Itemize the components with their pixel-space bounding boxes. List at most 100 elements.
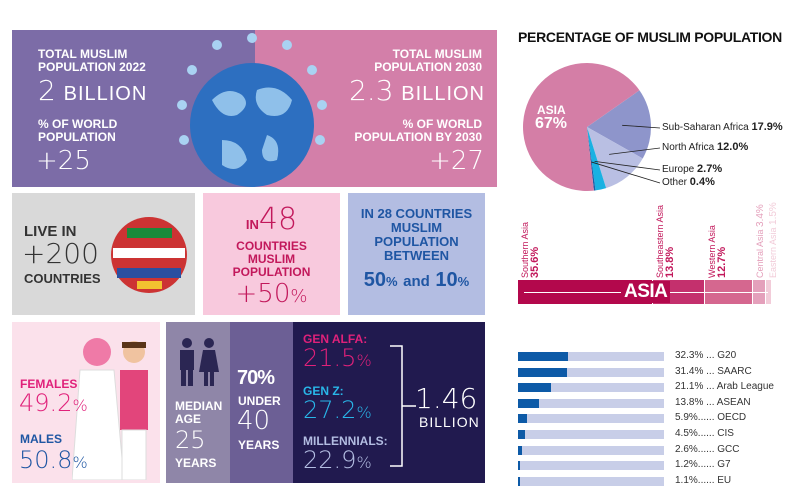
asia-segment-label: Southern Asia 35.6% <box>520 222 541 278</box>
group-label: 31.4% ... SAARC <box>675 366 752 377</box>
total-2030-unit: BILLION <box>401 83 485 105</box>
group-bar-track <box>518 383 664 393</box>
group-bar-fill <box>518 445 523 455</box>
pie-asia-value: 67% <box>535 115 568 132</box>
group-pct: 13.8% <box>675 396 704 408</box>
pct-value: +50 <box>235 279 291 309</box>
group-bar-track <box>518 476 664 486</box>
pie-slice-asia <box>523 62 640 191</box>
pct-sign: % <box>72 453 88 472</box>
pie-label-value: 17.9% <box>751 121 783 133</box>
countries-48-box: IN48 COUNTRIES MUSLIM POPULATION +50% <box>203 193 340 315</box>
millennials-label: MILLENNIALS: <box>303 434 388 448</box>
males-label: MALES <box>20 432 62 446</box>
under-40-unit: YEARS <box>238 438 280 452</box>
range-low: 50 <box>363 269 387 291</box>
pie-slice-north-africa <box>587 127 643 189</box>
group-name: G20 <box>717 350 737 361</box>
group-label: 32.3% ... G20 <box>675 350 736 361</box>
pct-sign: % <box>290 286 308 307</box>
group-bar-fill <box>518 352 568 361</box>
median-age-label: MEDIAN AGE <box>175 399 223 426</box>
males-number: 50.8 <box>19 446 73 474</box>
countries-48-pct: +50% <box>203 279 340 309</box>
total-2030-value: 2.3 BILLION <box>330 74 485 107</box>
group-name: EU <box>717 474 732 486</box>
under-40-pct: 70% <box>237 367 275 389</box>
group-pct: 4.5% <box>675 428 698 439</box>
pie-title: PERCENTAGE OF MUSLIM POPULATION <box>518 29 782 45</box>
group-name: ASEAN <box>716 396 751 408</box>
group-bar-track <box>518 461 664 471</box>
gender-box: FEMALES 49.2% MALES 50.8% <box>12 322 160 483</box>
group-bar-track <box>518 445 664 455</box>
globe-people-icon <box>177 33 327 187</box>
flags-globe-icon <box>111 217 187 293</box>
group-name: G7 <box>717 459 731 471</box>
group-row: 31.4% ... SAARC <box>518 366 790 378</box>
group-pct: 1.2% <box>675 459 698 471</box>
pie-leader-line <box>591 161 661 184</box>
females-label: FEMALES <box>20 377 78 391</box>
total-2030-number: 2.3 <box>348 74 394 107</box>
pct-sign: % <box>356 453 372 472</box>
under-label: UNDER <box>238 394 281 408</box>
pie-label-value: 2.7% <box>697 163 723 175</box>
group-name: CIS <box>717 428 734 439</box>
asia-breakdown: Southern Asia 35.6% Southeastern Asia 13.8%… <box>518 200 779 304</box>
total-2030-label: TOTAL MUSLIM POPULATION 2030 <box>374 47 482 74</box>
asia-segment-name: Central Asia <box>755 226 766 278</box>
countries-48-value: 48 <box>258 202 298 237</box>
countries-28-box: IN 28 COUNTRIES MUSLIM POPULATION BETWEE… <box>348 193 485 315</box>
pct-sign: % <box>386 274 398 289</box>
group-dots: ... <box>703 350 718 361</box>
group-label: 21.1% ... Arab League <box>675 381 774 392</box>
group-bar-track <box>518 367 664 377</box>
couple-icon <box>72 338 148 480</box>
group-label: 5.9%...... OECD <box>675 412 746 423</box>
pct-sign: % <box>72 396 88 415</box>
group-bar-track <box>518 398 664 408</box>
pie-label-value: 12.0% <box>717 141 749 153</box>
pie-label-value: 0.4% <box>689 176 715 188</box>
group-pct: 1.1% <box>675 474 698 486</box>
median-age-value: 25 <box>175 426 206 454</box>
total-2022-number: 2 <box>38 74 56 107</box>
group-dots: ... <box>703 381 717 393</box>
group-bar-fill <box>518 430 525 439</box>
group-dots: ...... <box>697 459 718 471</box>
group-pct: 5.9% <box>675 412 698 424</box>
group-bar-fill <box>518 414 528 424</box>
asia-segment-value: 12.7% <box>716 246 729 278</box>
pie-label: Other 0.4% <box>662 176 715 188</box>
countries-48-heading: IN48 <box>203 205 340 240</box>
live-in-value: +200 <box>22 237 99 270</box>
asia-segment-label: Southeastern Asia 13.8% <box>655 205 676 278</box>
under-40-value: 40 <box>237 406 271 436</box>
pie-slice-europe <box>587 127 607 191</box>
group-name: OECD <box>717 412 747 424</box>
world-pct-2030-label: % OF WORLD POPULATION BY 2030 <box>354 117 482 144</box>
pie-label: Sub-Saharan Africa 17.9% <box>662 121 783 133</box>
group-row: 2.6%...... GCC <box>518 443 790 456</box>
pie-label: North Africa 12.0% <box>662 141 748 153</box>
group-name: Arab League <box>716 381 774 393</box>
pie-label: Europe 2.7% <box>662 163 722 175</box>
total-2022-label: TOTAL MUSLIM POPULATION 2022 <box>38 47 146 74</box>
group-bar-track <box>518 430 664 439</box>
group-name: GCC <box>717 443 740 455</box>
gen-alfa-value: 21.5% <box>303 344 372 372</box>
pie-asia-label: ASIA <box>537 103 566 117</box>
asia-segment-value: 35.6% <box>529 246 541 278</box>
asia-bar-label: ASIA <box>621 281 671 303</box>
live-in-box: LIVE IN +200 COUNTRIES <box>12 193 195 315</box>
live-in-label: LIVE IN <box>24 223 77 240</box>
pct-sign: % <box>356 351 372 370</box>
pie-leader-line <box>609 147 661 155</box>
millennials-number: 22.9 <box>303 446 357 474</box>
millennials-value: 22.9% <box>303 446 372 474</box>
group-bar-fill <box>518 461 520 471</box>
pct-sign: % <box>356 403 372 422</box>
asia-segment-name: Eastern Asia <box>768 224 779 278</box>
world-pct-2022-label: % OF WORLD POPULATION <box>38 117 118 144</box>
